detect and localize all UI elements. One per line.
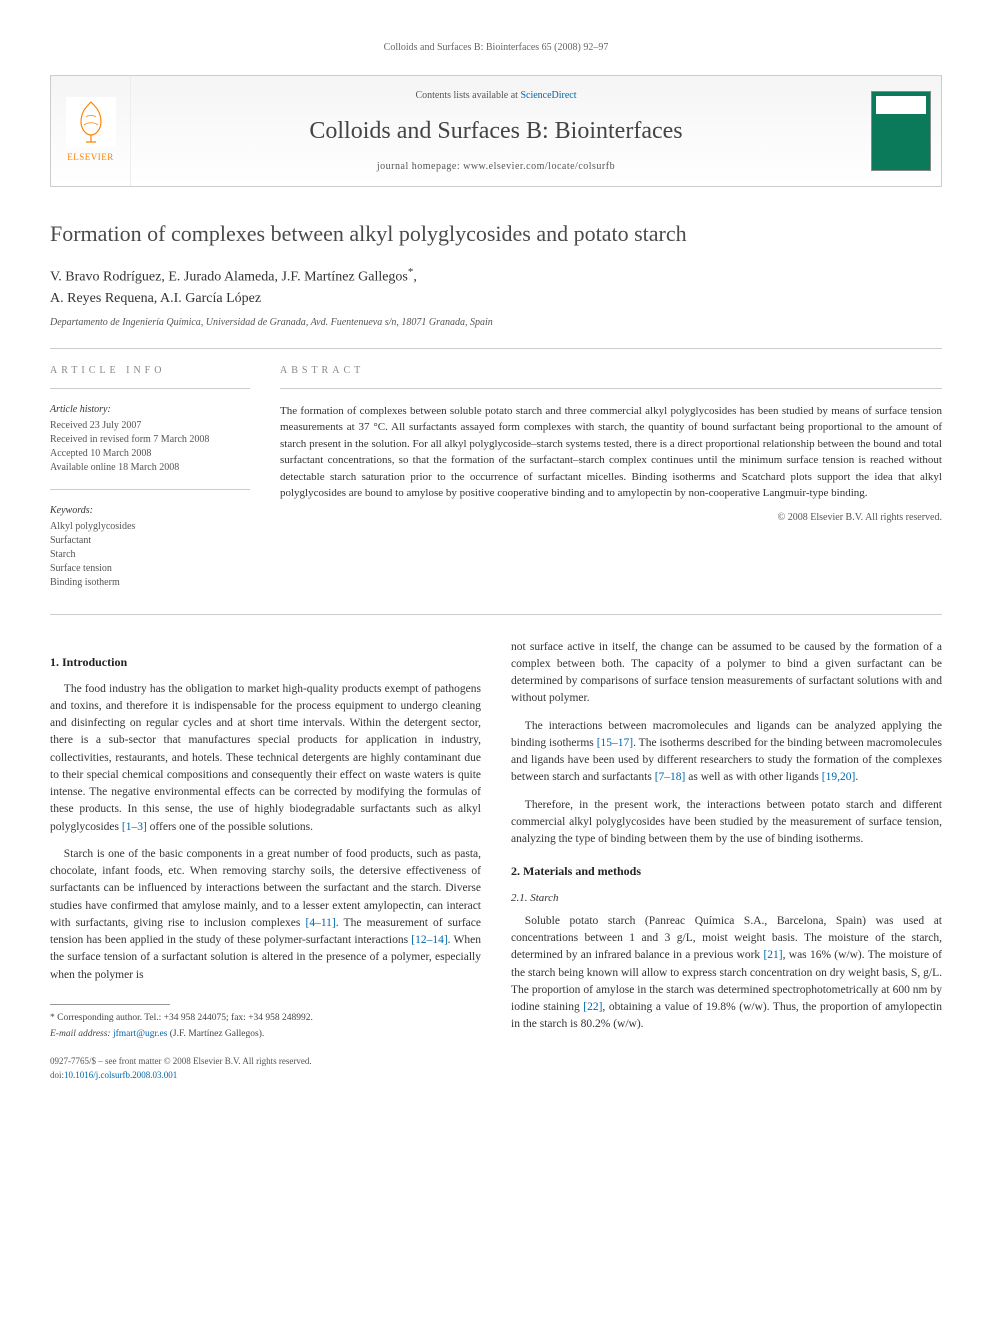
divider: [50, 614, 942, 615]
article-history: Article history: Received 23 July 2007 R…: [50, 403, 250, 475]
history-item: Accepted 10 March 2008: [50, 447, 250, 461]
email-note: E-mail address: jfmart@ugr.es (J.F. Mart…: [50, 1027, 481, 1041]
elsevier-tree-icon: [66, 97, 116, 147]
authors-line-2: A. Reyes Requena, A.I. García López: [50, 291, 261, 306]
info-abstract-row: article info Article history: Received 2…: [50, 363, 942, 604]
contents-prefix: Contents lists available at: [415, 90, 520, 101]
section-heading-intro: 1. Introduction: [50, 653, 481, 671]
text-run: as well as with other ligands: [685, 771, 821, 783]
issn-line: 0927-7765/$ – see front matter © 2008 El…: [50, 1055, 481, 1069]
abstract-divider: [280, 388, 942, 389]
doi-line: doi:10.1016/j.colsurfb.2008.03.001: [50, 1069, 481, 1083]
keyword: Surface tension: [50, 562, 250, 576]
running-head: Colloids and Surfaces B: Biointerfaces 6…: [50, 40, 942, 55]
affiliation: Departamento de Ingeniería Química, Univ…: [50, 315, 942, 330]
keyword: Alkyl polyglycosides: [50, 520, 250, 534]
citation-link[interactable]: [15–17]: [597, 737, 633, 749]
citation-link[interactable]: [21]: [763, 949, 782, 961]
history-item: Received 23 July 2007: [50, 419, 250, 433]
homepage-prefix: journal homepage:: [377, 161, 463, 172]
homepage-url: www.elsevier.com/locate/colsurfb: [463, 161, 615, 172]
history-head: Article history:: [50, 403, 250, 417]
doi-label: doi:: [50, 1070, 64, 1080]
footer-bar: 0927-7765/$ – see front matter © 2008 El…: [50, 1055, 481, 1082]
authors-line-1: V. Bravo Rodríguez, E. Jurado Alameda, J…: [50, 270, 408, 285]
journal-cover: [861, 76, 941, 186]
sciencedirect-link[interactable]: ScienceDirect: [520, 90, 576, 101]
keyword: Surfactant: [50, 534, 250, 548]
corresponding-author-note: * Corresponding author. Tel.: +34 958 24…: [50, 1011, 481, 1025]
citation-link[interactable]: [19,20]: [822, 771, 856, 783]
footnote-separator: [50, 1004, 170, 1005]
keyword: Binding isotherm: [50, 576, 250, 590]
citation-link[interactable]: [22]: [583, 1001, 602, 1013]
footnotes: * Corresponding author. Tel.: +34 958 24…: [50, 1011, 481, 1042]
info-label: article info: [50, 363, 250, 378]
citation-link[interactable]: [4–11]: [306, 917, 336, 929]
text-run: .: [855, 771, 858, 783]
article-info-column: article info Article history: Received 2…: [50, 363, 250, 604]
divider: [50, 348, 942, 349]
contents-line: Contents lists available at ScienceDirec…: [141, 88, 851, 103]
abstract-column: abstract The formation of complexes betw…: [280, 363, 942, 604]
authors: V. Bravo Rodríguez, E. Jurado Alameda, J…: [50, 264, 942, 309]
article-title: Formation of complexes between alkyl pol…: [50, 217, 942, 250]
homepage-line: journal homepage: www.elsevier.com/locat…: [141, 159, 851, 174]
keyword: Starch: [50, 548, 250, 562]
text-run: The food industry has the obligation to …: [50, 683, 481, 833]
section-heading-methods: 2. Materials and methods: [511, 862, 942, 880]
keywords-head: Keywords:: [50, 504, 250, 518]
citation-link[interactable]: [12–14]: [411, 934, 447, 946]
doi-link[interactable]: 10.1016/j.colsurfb.2008.03.001: [64, 1070, 177, 1080]
email-tail: (J.F. Martínez Gallegos).: [167, 1029, 264, 1039]
text-run: offers one of the possible solutions.: [147, 821, 313, 833]
body-paragraph: The food industry has the obligation to …: [50, 681, 481, 836]
cover-thumbnail: [871, 91, 931, 171]
history-item: Available online 18 March 2008: [50, 461, 250, 475]
info-divider: [50, 388, 250, 389]
keywords-block: Keywords: Alkyl polyglycosides Surfactan…: [50, 504, 250, 590]
body-columns: 1. Introduction The food industry has th…: [50, 639, 942, 1083]
subsection-heading-starch: 2.1. Starch: [511, 890, 942, 907]
email-link[interactable]: jfmart@ugr.es: [113, 1029, 167, 1039]
body-paragraph: The interactions between macromolecules …: [511, 718, 942, 787]
body-paragraph: Therefore, in the present work, the inte…: [511, 797, 942, 849]
citation-link[interactable]: [7–18]: [655, 771, 686, 783]
body-paragraph: Starch is one of the basic components in…: [50, 846, 481, 984]
body-paragraph: not surface active in itself, the change…: [511, 639, 942, 708]
history-item: Received in revised form 7 March 2008: [50, 433, 250, 447]
publisher-logo: ELSEVIER: [51, 76, 131, 186]
abstract-label: abstract: [280, 363, 942, 378]
journal-name: Colloids and Surfaces B: Biointerfaces: [141, 113, 851, 149]
abstract-copyright: © 2008 Elsevier B.V. All rights reserved…: [280, 510, 942, 525]
body-paragraph: Soluble potato starch (Panreac Química S…: [511, 913, 942, 1034]
corresponding-mark: *: [408, 266, 414, 278]
publisher-name: ELSEVIER: [67, 151, 114, 165]
masthead-center: Contents lists available at ScienceDirec…: [131, 76, 861, 186]
citation-link[interactable]: [1–3]: [122, 821, 147, 833]
info-divider: [50, 489, 250, 490]
email-label: E-mail address:: [50, 1029, 113, 1039]
abstract-text: The formation of complexes between solub…: [280, 403, 942, 502]
journal-masthead: ELSEVIER Contents lists available at Sci…: [50, 75, 942, 187]
